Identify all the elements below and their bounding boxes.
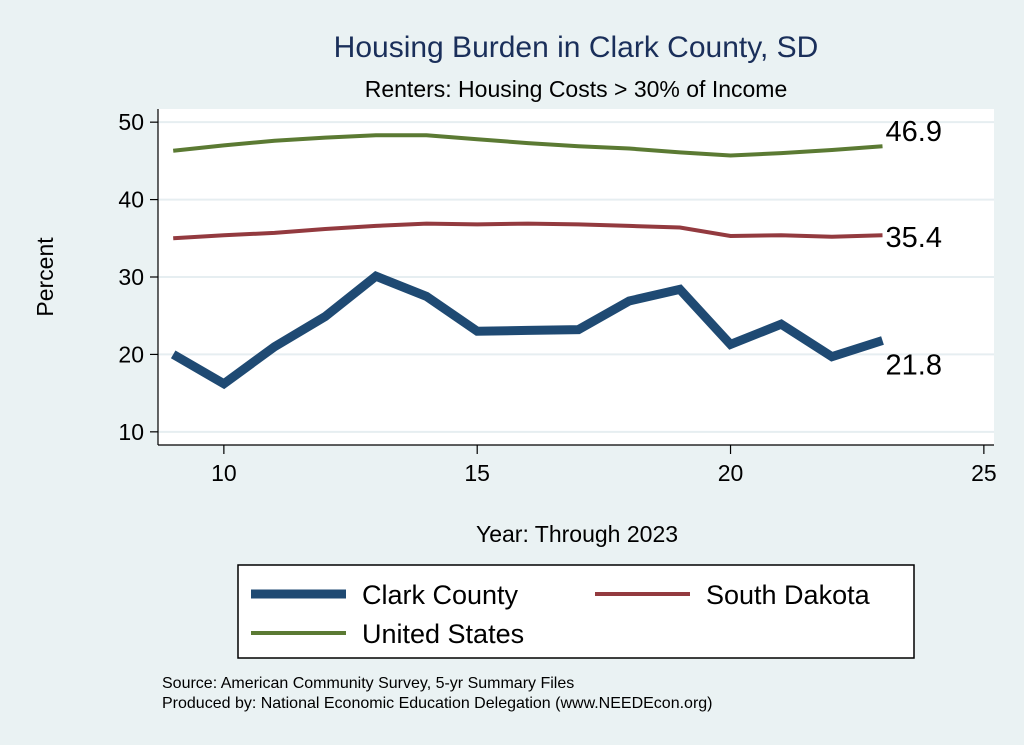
end-labels: 46.9 35.4 21.8 [886, 116, 942, 381]
x-tick-label: 20 [718, 460, 744, 486]
x-tick-label: 10 [211, 460, 237, 486]
series-line-united-states [172, 133, 883, 158]
legend-label: South Dakota [706, 580, 871, 610]
y-tick-label: 10 [118, 419, 144, 445]
x-tick-label: 25 [971, 460, 997, 486]
series-line-clark-county [170, 271, 884, 390]
produced-by-note: Produced by: National Economic Education… [162, 695, 713, 712]
x-axis-label: Year: Through 2023 [476, 521, 678, 547]
y-tick-label: 20 [118, 341, 144, 367]
chart-subtitle: Renters: Housing Costs > 30% of Income [365, 76, 788, 102]
legend: Clark County South Dakota United States [237, 564, 915, 659]
source-note: Source: American Community Survey, 5-yr … [162, 675, 574, 692]
end-label: 21.8 [886, 349, 942, 381]
x-tick-label: 15 [464, 460, 490, 486]
y-tick-label: 30 [118, 264, 144, 290]
series-line-south-dakota [173, 221, 883, 241]
legend-box [237, 564, 915, 659]
legend-label: United States [362, 619, 524, 649]
chart-title: Housing Burden in Clark County, SD [334, 31, 819, 64]
y-tick-label: 40 [118, 187, 144, 213]
axes: 10 20 30 40 50 10 15 20 25 [118, 109, 997, 486]
gridlines [158, 121, 994, 433]
series-lines [170, 133, 884, 390]
end-label: 35.4 [886, 222, 942, 254]
y-tick-label: 50 [118, 109, 144, 135]
end-label: 46.9 [886, 116, 942, 148]
y-axis-label: Percent [32, 237, 58, 317]
legend-label: Clark County [362, 580, 519, 610]
